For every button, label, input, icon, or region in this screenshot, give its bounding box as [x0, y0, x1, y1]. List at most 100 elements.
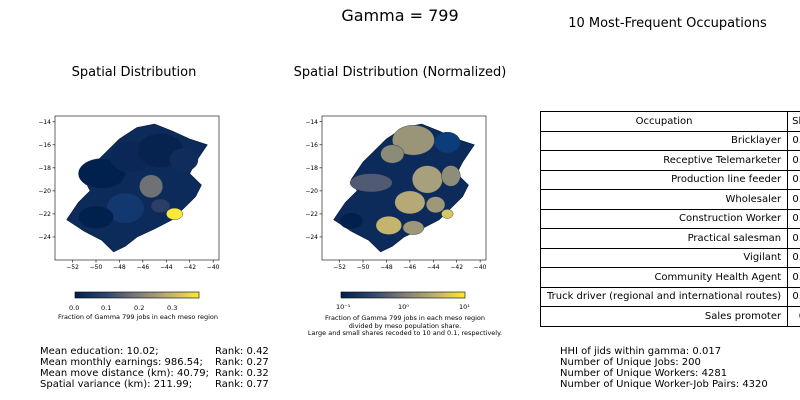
- x-tick-label: −40: [207, 264, 220, 271]
- occupation-cell: Production line feeder: [539, 169, 789, 190]
- stat-rank: Rank: 0.42: [215, 346, 269, 357]
- stat-rank: Rank: 0.77: [215, 379, 269, 390]
- y-tick-label: −20: [305, 188, 318, 195]
- y-tick-label: −14: [305, 119, 318, 126]
- x-tick-label: −48: [380, 264, 393, 271]
- middle-colorbar-label: Fraction of Gamma 799 jobs in each meso …: [290, 314, 520, 338]
- stat-rank: Rank: 0.27: [215, 357, 269, 368]
- stat-line: Number of Unique Workers: 4281: [560, 368, 728, 379]
- middle-cbar-tick-0: 10⁻¹: [336, 303, 351, 311]
- occupation-cell: Community Health Agent: [539, 267, 789, 288]
- meso-region: [166, 207, 183, 220]
- occupation-cell: Sales promoter: [539, 306, 789, 327]
- share-cell: 0.093: [787, 130, 800, 151]
- meso-region: [78, 158, 126, 189]
- meso-region: [78, 205, 114, 230]
- stat-row: Spatial variance (km): 211.99; Rank: 0.77: [40, 379, 269, 390]
- left-cbar-tick-2: 0.2: [134, 304, 145, 312]
- occupation-cell: Truck driver (regional and international…: [539, 286, 789, 307]
- occupation-cell: Practical salesman: [539, 228, 789, 249]
- y-tick-label: −18: [38, 165, 51, 172]
- y-tick-label: −24: [38, 234, 51, 241]
- left-colorbar-label: Fraction of Gamma 799 jobs in each meso …: [58, 313, 218, 321]
- table-row: Sales promoter0.03: [539, 306, 800, 327]
- stat-label: Mean education: 10.02;: [40, 346, 159, 357]
- middle-colorbar-label-line-2: divided by meso population share.: [348, 321, 462, 330]
- header-occupation: Occupation: [539, 111, 789, 132]
- share-cell: 0.03: [787, 306, 800, 327]
- meso-region: [139, 174, 164, 199]
- middle-panel-title: Spatial Distribution (Normalized): [293, 65, 507, 80]
- stats-left: Mean education: 10.02; Rank: 0.42 Mean mon…: [40, 346, 269, 390]
- figure-suptitle: Gamma = 799: [341, 6, 459, 25]
- meso-region: [426, 196, 446, 213]
- y-tick-label: −22: [305, 211, 318, 218]
- x-tick-label: −50: [90, 264, 103, 271]
- meso-region: [349, 173, 393, 193]
- occupation-cell: Receptive Telemarketer: [539, 150, 789, 171]
- y-tick-label: −16: [38, 142, 51, 149]
- left-cbar-tick-1: 0.1: [101, 304, 112, 312]
- stat-row: Mean education: 10.02; Rank: 0.42: [40, 346, 269, 357]
- share-cell: 0.032: [787, 267, 800, 288]
- x-tick-label: −52: [333, 264, 346, 271]
- y-tick-label: −24: [305, 234, 318, 241]
- middle-cbar-tick-2: 10¹: [459, 303, 470, 311]
- share-cell: 0.053: [787, 169, 800, 190]
- meso-region: [441, 209, 454, 219]
- share-cell: 0.066: [787, 150, 800, 171]
- left-map: −52 −50 −48 −46 −44 −42 −40 −14 −16 −18 −20 −22 −24: [38, 115, 220, 271]
- middle-cbar-tick-1: 10⁰: [398, 303, 409, 311]
- x-tick-label: −46: [137, 264, 150, 271]
- left-cbar-tick-0: 0.0: [69, 304, 80, 312]
- x-tick-label: −42: [450, 264, 463, 271]
- left-colorbar: [74, 291, 200, 299]
- y-tick-label: −18: [305, 165, 318, 172]
- stat-label: Spatial variance (km): 211.99;: [40, 379, 193, 390]
- meso-region: [394, 190, 426, 215]
- meso-region: [434, 131, 461, 154]
- stats-right: HHI of jids within gamma: 0.017 Number of…: [560, 346, 768, 390]
- middle-map: −52 −50 −48 −46 −44 −42 −40 −14 −16 −18 −20 −22 −24: [305, 115, 487, 271]
- meso-region: [441, 165, 461, 187]
- y-tick-label: −14: [38, 119, 51, 126]
- meso-region: [411, 165, 443, 194]
- occupation-cell: Bricklayer: [539, 130, 789, 151]
- x-tick-label: −48: [113, 264, 126, 271]
- stat-row: Mean monthly earnings: 986.54; Rank: 0.27: [40, 357, 269, 368]
- middle-colorbar: [340, 291, 466, 299]
- right-panel-title: 10 Most-Frequent Occupations: [568, 16, 767, 31]
- x-tick-label: −46: [404, 264, 417, 271]
- occupation-cell: Wholesaler: [539, 189, 789, 210]
- meso-region: [402, 220, 425, 235]
- y-tick-label: −20: [38, 188, 51, 195]
- middle-colorbar-label-line-1: Fraction of Gamma 799 jobs in each meso …: [325, 314, 485, 322]
- x-tick-label: −42: [183, 264, 196, 271]
- meso-region: [150, 198, 170, 214]
- x-tick-label: −44: [160, 264, 173, 271]
- stat-line: Number of Unique Worker-Job Pairs: 4320: [560, 379, 768, 390]
- x-tick-label: −52: [66, 264, 79, 271]
- share-cell: 0.031: [787, 286, 800, 307]
- occupations-table: Occupation Share Bricklayer0.093Receptiv…: [539, 111, 800, 327]
- share-cell: 0.051: [787, 208, 800, 229]
- stat-label: Mean monthly earnings: 986.54;: [40, 357, 203, 368]
- left-cbar-tick-3: 0.3: [167, 304, 178, 312]
- occupation-cell: Vigilant: [539, 247, 789, 268]
- x-tick-label: −44: [427, 264, 440, 271]
- stat-label: Mean move distance (km): 40.79;: [40, 368, 209, 379]
- table-row: Truck driver (regional and international…: [539, 286, 800, 307]
- stat-line: HHI of jids within gamma: 0.017: [560, 346, 722, 357]
- x-tick-label: −50: [357, 264, 370, 271]
- y-tick-label: −16: [305, 142, 318, 149]
- occupation-cell: Construction Worker: [539, 208, 789, 229]
- header-share: Share: [787, 111, 800, 132]
- stat-rank: Rank: 0.32: [215, 368, 269, 379]
